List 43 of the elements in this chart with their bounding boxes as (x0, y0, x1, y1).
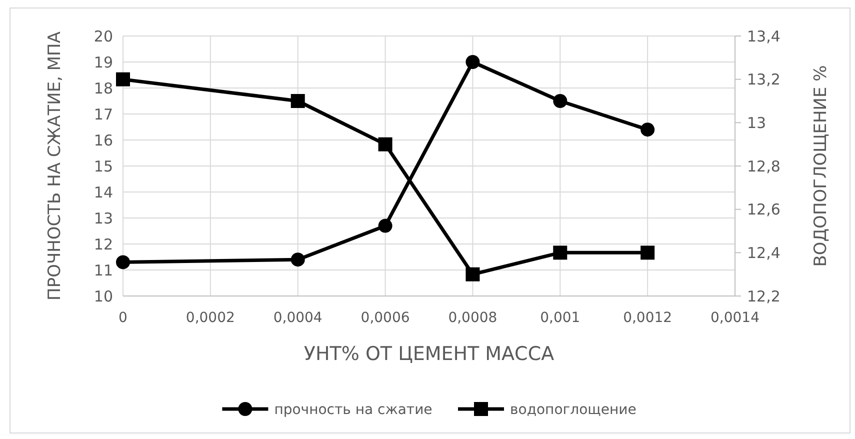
y-tick-label: 20 (94, 27, 113, 46)
point (378, 218, 392, 233)
y2-tick-label: 13,4 (747, 27, 780, 46)
x-tick-label: 0,0008 (448, 310, 498, 326)
point (116, 255, 130, 270)
point (466, 55, 480, 69)
point (640, 246, 655, 260)
y-tick-label: 15 (94, 157, 113, 176)
y-tick-label: 17 (94, 105, 113, 124)
point (116, 72, 130, 86)
x-tick-label: 0 (118, 310, 128, 326)
y-tick-label: 18 (94, 79, 113, 98)
y-tick-label: 14 (94, 183, 113, 202)
point (290, 252, 305, 267)
y2-tick-label: 12,2 (747, 287, 780, 306)
legend-label: водопоглощение (510, 402, 636, 418)
y-tick-label: 19 (94, 53, 113, 72)
x-tick-label: 0,001 (540, 310, 580, 326)
point (553, 94, 568, 108)
y2-tick-label: 12,4 (747, 244, 780, 262)
y-tick-label: 16 (94, 131, 113, 150)
x-tick-label: 0,0006 (360, 310, 410, 326)
x-tick-label: 0,0002 (186, 310, 235, 326)
x-tick-label: 0,0014 (710, 310, 760, 326)
point (553, 246, 568, 260)
point (378, 137, 392, 152)
y2-tick-label: 13 (747, 114, 766, 132)
y2-tick-label: 12,6 (747, 200, 780, 219)
y-tick-label: 10 (94, 287, 113, 306)
y2-tick-label: 12,8 (747, 157, 780, 176)
point (466, 267, 480, 282)
x-tick-label: 0,0004 (273, 310, 322, 326)
x-axis-title: УНТ% ОТ ЦЕМЕНТ МАССА (304, 343, 554, 365)
point (290, 94, 305, 108)
y-tick-label: 13 (94, 209, 113, 228)
x-tick-label: 0,0012 (623, 310, 672, 326)
y-tick-label: 11 (94, 261, 113, 280)
y2-axis-title: ВОДОПОГЛОЩЕНИЕ % (811, 65, 831, 267)
y2-tick-label: 13,2 (747, 70, 780, 89)
legend-label: прочность на сжатие (274, 402, 432, 418)
point (640, 122, 655, 137)
y-tick-label: 12 (94, 235, 113, 254)
y-axis-title: ПРОЧНОСТЬ НА СЖАТИЕ, МПА (45, 31, 65, 300)
